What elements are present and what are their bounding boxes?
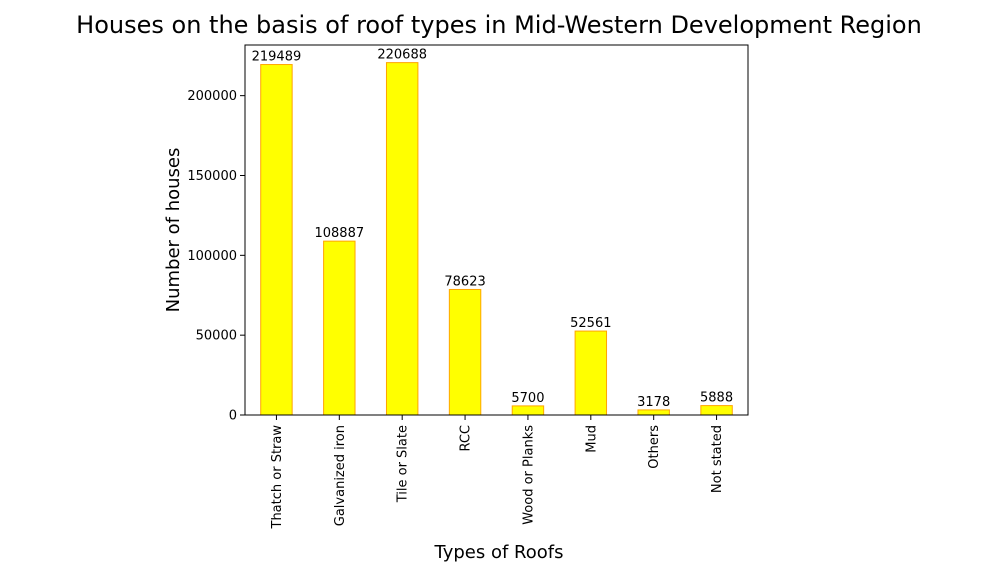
bar-value-label: 52561	[570, 316, 611, 331]
bars-group	[260, 62, 733, 416]
bar	[511, 405, 545, 416]
bar	[323, 240, 356, 416]
bar	[385, 62, 419, 416]
y-tick-label: 50000	[196, 329, 237, 344]
bar-value-label: 108887	[314, 226, 364, 241]
y-axis-label: Number of houses	[163, 148, 184, 313]
chart-title: Houses on the basis of roof types in Mid…	[76, 11, 922, 39]
bar-value-label: 5700	[511, 391, 544, 406]
plot-frame	[244, 44, 749, 416]
x-tick-label: Not stated	[710, 425, 725, 493]
x-tick-label: RCC	[459, 425, 474, 452]
y-tick-label: 150000	[187, 169, 237, 184]
bar	[637, 409, 670, 416]
y-tick-label: 0	[229, 409, 237, 424]
bar-value-label: 78623	[444, 274, 485, 289]
bar-value-label: 5888	[700, 391, 733, 406]
x-tick-label: Wood or Planks	[521, 425, 536, 525]
x-tick-label: Thatch or Straw	[270, 425, 285, 530]
x-tick-label: Tile or Slate	[396, 425, 411, 503]
bar	[260, 64, 293, 416]
bar	[448, 288, 482, 416]
x-axis: Thatch or Straw Galvanized iron Tile or Sl…	[270, 415, 725, 530]
y-tick-label: 100000	[187, 249, 237, 264]
data-labels-group: 219489 108887 220688 78623 5700 52561 3178 5888	[252, 48, 733, 410]
y-axis: 0 50000 100000 150000 200000	[187, 89, 245, 424]
bar	[700, 405, 733, 416]
bar-value-label: 220688	[377, 48, 427, 63]
x-tick-label: Mud	[584, 425, 599, 453]
x-tick-label: Others	[647, 425, 662, 469]
bar-value-label: 219489	[252, 50, 302, 65]
x-axis-label: Types of Roofs	[434, 542, 564, 563]
y-tick-label: 200000	[187, 89, 237, 104]
bar	[574, 330, 608, 416]
bar-value-label: 3178	[637, 395, 670, 410]
x-tick-label: Galvanized iron	[333, 425, 348, 526]
